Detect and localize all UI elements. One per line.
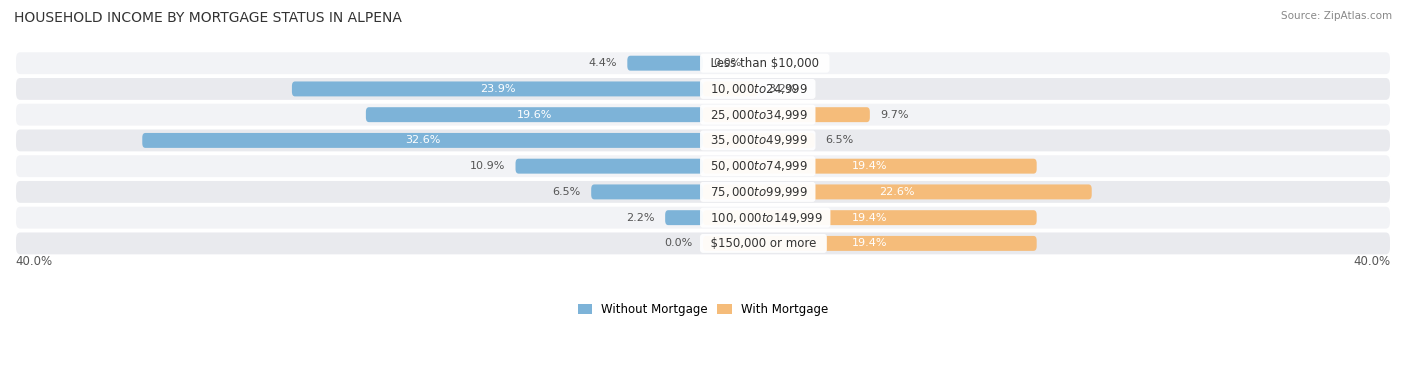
FancyBboxPatch shape <box>15 231 1391 255</box>
Text: 6.5%: 6.5% <box>825 135 853 146</box>
Text: HOUSEHOLD INCOME BY MORTGAGE STATUS IN ALPENA: HOUSEHOLD INCOME BY MORTGAGE STATUS IN A… <box>14 11 402 25</box>
FancyBboxPatch shape <box>703 133 815 148</box>
FancyBboxPatch shape <box>703 107 870 122</box>
FancyBboxPatch shape <box>665 210 703 225</box>
Text: $75,000 to $99,999: $75,000 to $99,999 <box>703 185 813 199</box>
Text: 4.4%: 4.4% <box>589 58 617 68</box>
FancyBboxPatch shape <box>292 81 703 97</box>
FancyBboxPatch shape <box>15 103 1391 127</box>
FancyBboxPatch shape <box>703 159 1036 174</box>
Text: 22.6%: 22.6% <box>880 187 915 197</box>
Text: $100,000 to $149,999: $100,000 to $149,999 <box>703 211 828 225</box>
Text: 32.6%: 32.6% <box>405 135 440 146</box>
Text: 19.6%: 19.6% <box>517 110 553 120</box>
FancyBboxPatch shape <box>15 129 1391 152</box>
Text: Source: ZipAtlas.com: Source: ZipAtlas.com <box>1281 11 1392 21</box>
Legend: Without Mortgage, With Mortgage: Without Mortgage, With Mortgage <box>574 299 832 319</box>
Text: 19.4%: 19.4% <box>852 238 887 248</box>
Text: 6.5%: 6.5% <box>553 187 581 197</box>
FancyBboxPatch shape <box>627 56 703 70</box>
Text: 0.0%: 0.0% <box>713 58 741 68</box>
Text: 23.9%: 23.9% <box>479 84 515 94</box>
FancyBboxPatch shape <box>15 154 1391 178</box>
Text: 40.0%: 40.0% <box>15 256 52 268</box>
FancyBboxPatch shape <box>703 81 758 97</box>
Text: Less than $10,000: Less than $10,000 <box>703 57 827 70</box>
FancyBboxPatch shape <box>703 236 1036 251</box>
FancyBboxPatch shape <box>516 159 703 174</box>
Text: $10,000 to $24,999: $10,000 to $24,999 <box>703 82 813 96</box>
Text: $150,000 or more: $150,000 or more <box>703 237 824 250</box>
FancyBboxPatch shape <box>703 210 1036 225</box>
FancyBboxPatch shape <box>15 206 1391 230</box>
Text: $50,000 to $74,999: $50,000 to $74,999 <box>703 159 813 173</box>
Text: 19.4%: 19.4% <box>852 213 887 223</box>
Text: $35,000 to $49,999: $35,000 to $49,999 <box>703 133 813 147</box>
Text: 19.4%: 19.4% <box>852 161 887 171</box>
FancyBboxPatch shape <box>142 133 703 148</box>
FancyBboxPatch shape <box>15 51 1391 75</box>
Text: 9.7%: 9.7% <box>880 110 908 120</box>
Text: 10.9%: 10.9% <box>470 161 505 171</box>
FancyBboxPatch shape <box>366 107 703 122</box>
Text: 2.2%: 2.2% <box>626 213 655 223</box>
FancyBboxPatch shape <box>15 180 1391 204</box>
FancyBboxPatch shape <box>15 77 1391 101</box>
FancyBboxPatch shape <box>591 184 703 199</box>
Text: 3.2%: 3.2% <box>768 84 797 94</box>
Text: 40.0%: 40.0% <box>1354 256 1391 268</box>
Text: $25,000 to $34,999: $25,000 to $34,999 <box>703 108 813 122</box>
FancyBboxPatch shape <box>703 184 1091 199</box>
Text: 0.0%: 0.0% <box>665 238 693 248</box>
